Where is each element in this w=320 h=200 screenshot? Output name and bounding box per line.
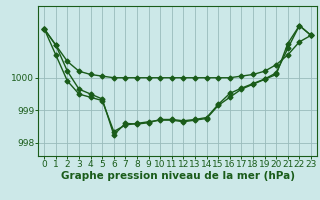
X-axis label: Graphe pression niveau de la mer (hPa): Graphe pression niveau de la mer (hPa) xyxy=(60,171,295,181)
